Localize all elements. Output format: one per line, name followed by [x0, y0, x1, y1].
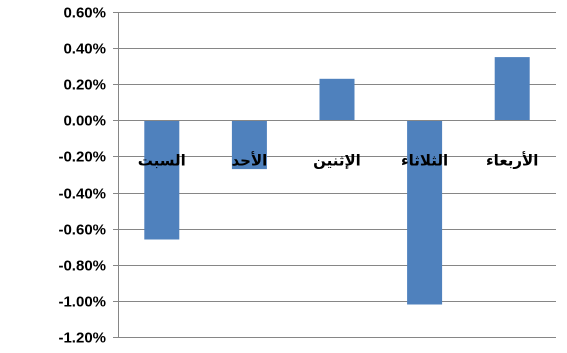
category-label: الإثنين	[313, 151, 361, 169]
y-tick-label: 0.40%	[63, 41, 106, 58]
y-tick-label: -0.20%	[58, 149, 106, 166]
bar	[144, 120, 180, 240]
y-tick-label: 0.20%	[63, 77, 106, 94]
gridlines	[118, 12, 556, 338]
y-tick-label: -1.00%	[58, 294, 106, 311]
y-tick-label: 0.00%	[63, 113, 106, 130]
y-tick-label: -1.20%	[58, 330, 106, 347]
y-tick-label: -0.40%	[58, 186, 106, 203]
category-label: السبت	[138, 151, 186, 169]
y-tick-labels: 0.60% 0.40% 0.20% 0.00% -0.20% -0.40% -0.60% -0…	[58, 5, 106, 347]
category-label: الأربعاء	[486, 151, 538, 169]
y-tick-label: 0.60%	[63, 5, 106, 22]
bar	[407, 120, 443, 305]
bars	[144, 57, 530, 305]
category-label: الثلاثاء	[401, 151, 448, 169]
axes	[113, 12, 556, 338]
bar	[231, 120, 267, 170]
y-tick-label: -0.80%	[58, 258, 106, 275]
bar	[319, 78, 355, 121]
category-label: الأحد	[232, 151, 268, 169]
y-tick-label: -0.60%	[58, 222, 106, 239]
bar	[494, 57, 530, 121]
category-labels: السبت الأحد الإثنين الثلاثاء الأربعاء	[138, 151, 539, 169]
